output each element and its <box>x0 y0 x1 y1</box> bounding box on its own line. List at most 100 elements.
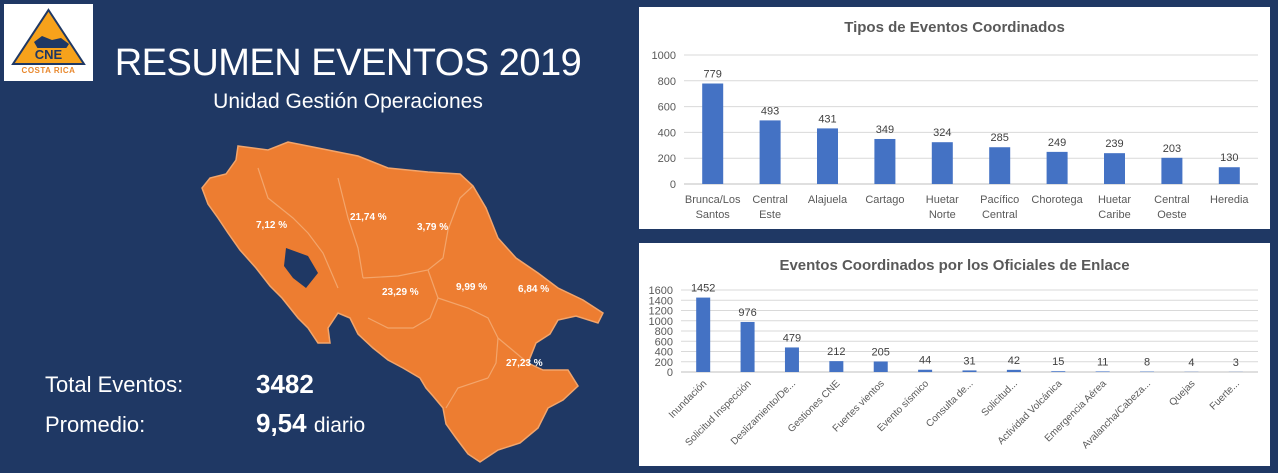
data-label: 8 <box>1144 357 1150 369</box>
y-tick-label: 1600 <box>649 285 673 297</box>
logo-country: COSTA RICA <box>4 66 93 75</box>
y-tick-label: 0 <box>670 179 676 191</box>
total-events-label: Total Eventos: <box>45 372 183 398</box>
data-label: 1452 <box>691 283 715 295</box>
data-label: 976 <box>738 307 756 319</box>
y-tick-label: 1000 <box>652 50 676 62</box>
bar <box>932 142 953 184</box>
x-tick-label: Fuerte... <box>1208 378 1242 412</box>
map-label-puntarenas: 27,23 % <box>506 358 543 369</box>
average-value: 9,54 diario <box>256 408 365 439</box>
bar <box>1219 167 1240 184</box>
bar <box>1051 371 1065 372</box>
x-tick-label: Oeste <box>1157 209 1186 221</box>
data-label: 31 <box>963 355 975 367</box>
x-tick-label: Huetar <box>926 194 959 206</box>
map-label-limon: 6,84 % <box>518 284 549 295</box>
bar <box>1007 370 1021 372</box>
x-tick-label: Central <box>1154 194 1189 206</box>
logo-abbr: CNE <box>35 47 63 62</box>
bar <box>874 361 888 372</box>
cne-logo: CNE COSTA RICA <box>4 4 93 81</box>
y-tick-label: 1400 <box>649 295 673 307</box>
bar <box>1104 153 1125 184</box>
bar <box>702 84 723 184</box>
bar <box>874 139 895 184</box>
data-label: 15 <box>1052 356 1064 368</box>
y-tick-label: 1000 <box>649 316 673 328</box>
bar <box>963 370 977 372</box>
y-tick-label: 1200 <box>649 306 673 318</box>
data-label: 130 <box>1220 152 1238 164</box>
map-label-cartago: 9,99 % <box>456 282 487 293</box>
bar <box>741 322 755 372</box>
chart-panel-liaison-events: Eventos Coordinados por los Oficiales de… <box>639 243 1270 466</box>
x-tick-label: Inundación <box>667 378 709 420</box>
x-tick-label: Solicitud... <box>980 378 1020 418</box>
x-tick-label: Pacífico <box>980 194 1019 206</box>
x-tick-label: Santos <box>696 209 731 221</box>
y-tick-label: 400 <box>655 347 673 359</box>
x-tick-label: Este <box>759 209 781 221</box>
map-label-san-jose: 23,29 % <box>382 287 419 298</box>
x-tick-label: Quejas <box>1167 378 1197 408</box>
data-label: 779 <box>704 69 722 81</box>
bar <box>1047 152 1068 184</box>
data-label: 4 <box>1188 357 1194 369</box>
x-tick-label: Brunca/Los <box>685 194 741 206</box>
bar <box>817 128 838 184</box>
data-label: 479 <box>783 332 801 344</box>
x-tick-label: Norte <box>929 209 956 221</box>
bar <box>1161 158 1182 184</box>
y-tick-label: 600 <box>655 336 673 348</box>
bar <box>918 370 932 372</box>
data-label: 285 <box>991 132 1009 144</box>
bar <box>829 361 843 372</box>
x-tick-label: Caribe <box>1098 209 1130 221</box>
bar <box>785 347 799 372</box>
data-label: 3 <box>1233 357 1239 369</box>
x-tick-label: Huetar <box>1098 194 1131 206</box>
average-label: Promedio: <box>45 412 145 438</box>
y-tick-label: 800 <box>655 326 673 338</box>
y-tick-label: 0 <box>667 367 673 379</box>
map-label-heredia: 3,79 % <box>417 222 448 233</box>
data-label: 349 <box>876 124 894 136</box>
y-tick-label: 200 <box>655 357 673 369</box>
bar <box>696 298 710 372</box>
data-label: 239 <box>1105 138 1123 150</box>
data-label: 42 <box>1008 355 1020 367</box>
bar <box>1096 371 1110 372</box>
y-tick-label: 600 <box>658 102 676 114</box>
data-label: 212 <box>827 346 845 358</box>
y-tick-label: 800 <box>658 76 676 88</box>
map-label-alajuela: 21,74 % <box>350 212 387 223</box>
data-label: 44 <box>919 355 931 367</box>
average-suffix: diario <box>314 414 365 437</box>
y-tick-label: 200 <box>658 153 676 165</box>
x-tick-label: Consulta de... <box>924 378 975 429</box>
data-label: 249 <box>1048 137 1066 149</box>
chart-event-types: 02004006008001000779Brunca/LosSantos493C… <box>639 7 1270 229</box>
average-number: 9,54 <box>256 408 307 438</box>
bar <box>989 147 1010 184</box>
page-subtitle: Unidad Gestión Operaciones <box>108 90 588 114</box>
data-label: 11 <box>1097 356 1108 368</box>
data-label: 203 <box>1163 143 1181 155</box>
data-label: 324 <box>933 127 951 139</box>
data-label: 205 <box>872 346 890 358</box>
page-title: RESUMEN EVENTOS 2019 <box>108 42 588 85</box>
bar <box>760 120 781 184</box>
x-tick-label: Cartago <box>865 194 904 206</box>
x-tick-label: Heredia <box>1210 194 1249 206</box>
x-tick-label: Alajuela <box>808 194 848 206</box>
x-tick-label: Central <box>982 209 1017 221</box>
x-tick-label: Central <box>752 194 787 206</box>
data-label: 431 <box>818 113 836 125</box>
map-label-guanacaste: 7,12 % <box>256 220 287 231</box>
y-tick-label: 400 <box>658 127 676 139</box>
total-events-value: 3482 <box>256 369 314 400</box>
x-tick-label: Chorotega <box>1031 194 1083 206</box>
